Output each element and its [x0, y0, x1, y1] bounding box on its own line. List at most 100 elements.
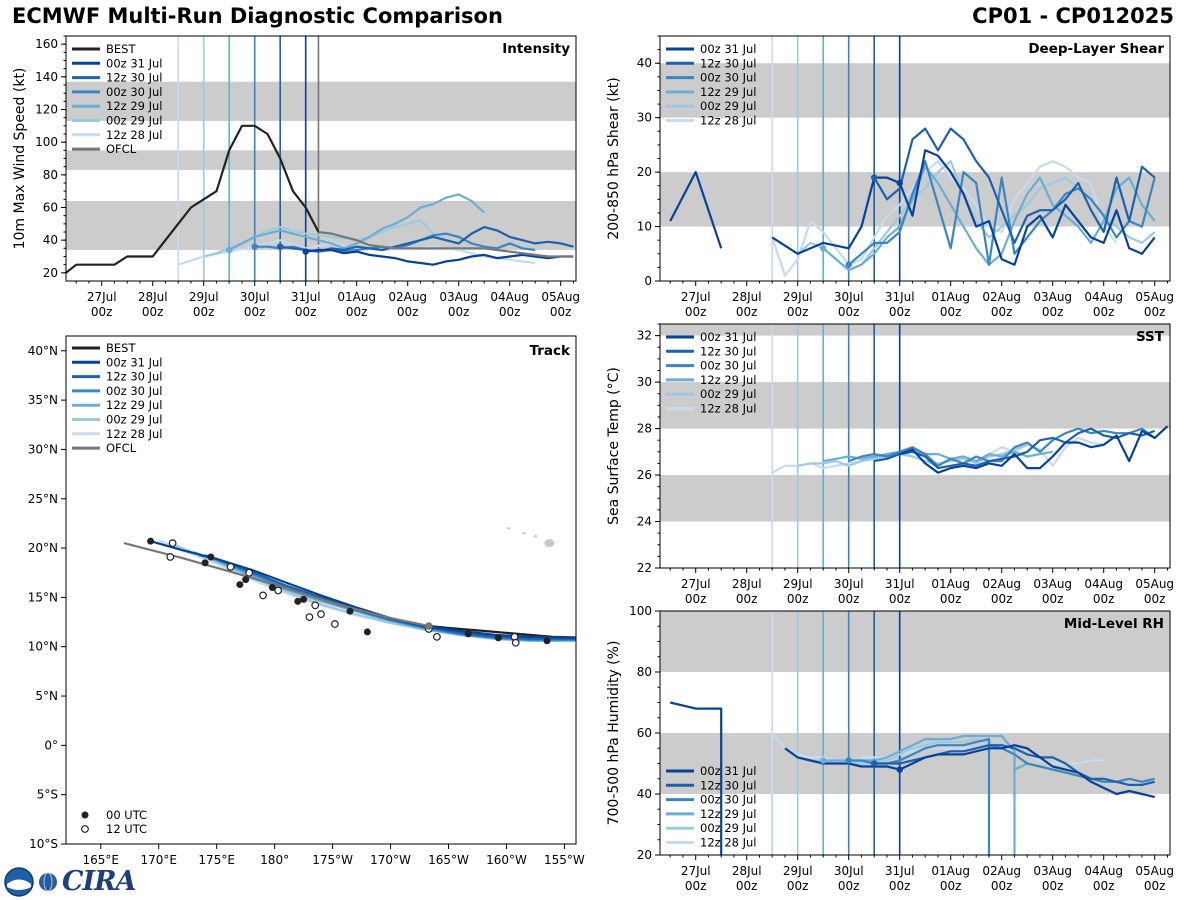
x-tick-label: 00z [1042, 592, 1064, 606]
y-tick-label: 10°S [29, 837, 58, 851]
init-marker [226, 246, 233, 254]
x-tick-label: 165°E [83, 853, 120, 867]
marker-ofcl [424, 622, 433, 630]
marker-12utc [433, 632, 441, 641]
shade-band [660, 611, 1170, 672]
marker-00utc [300, 595, 308, 603]
shade-band [66, 150, 576, 170]
y-axis-label: Sea Surface Temp (°C) [606, 367, 622, 525]
x-tick-label: 170°W [370, 853, 411, 867]
x-tick-label: 00z [1093, 305, 1115, 319]
legend-label: 12z 29 Jul [700, 807, 757, 821]
legend-label: 00z 31 Jul [106, 355, 163, 369]
y-axis-label: 10m Max Wind Speed (kt) [12, 68, 28, 250]
y-tick-label: 20 [637, 848, 652, 862]
x-tick-label: 175°E [198, 853, 235, 867]
legend-label: BEST [106, 42, 136, 56]
y-tick-label: 60 [43, 201, 58, 215]
series-line-00z-29-jul [797, 443, 1028, 467]
y-tick-label: 0° [44, 738, 58, 752]
series-line-00z-30-jul [847, 160, 1156, 266]
legend-label: 00z 30 Jul [700, 793, 757, 807]
series-line-ofcl [318, 230, 574, 258]
series-line-12z-29-jul [228, 193, 485, 251]
marker-00utc [363, 628, 371, 636]
x-tick-label: 00z [1144, 305, 1166, 319]
marker-00utc [201, 559, 209, 567]
init-marker [302, 248, 309, 255]
y-tick-label: 10°N [28, 640, 58, 654]
x-tick-label: 28Jul [138, 290, 168, 304]
init-marker [871, 760, 878, 767]
land-island [544, 539, 555, 548]
page-title: ECMWF Multi-Run Diagnostic Comparison [12, 4, 503, 28]
x-tick-label: 00z [142, 305, 164, 319]
x-tick-label: 04Aug [1084, 864, 1123, 878]
panel-sst: 22242628303227Jul00z28Jul00z29Jul00z30Ju… [606, 323, 1174, 606]
x-tick-label: 29Jul [783, 577, 813, 591]
x-tick-label: 00z [787, 592, 809, 606]
marker-12utc [226, 562, 235, 571]
init-marker [845, 757, 852, 764]
series-line-12z-30-jul [874, 427, 1156, 470]
x-tick-label: 31Jul [291, 290, 321, 304]
init-marker [251, 243, 258, 250]
x-tick-label: 165°W [428, 853, 469, 867]
plot-area [123, 527, 576, 647]
x-tick-label: 00z [991, 305, 1013, 319]
legend-label: 12z 30 Jul [700, 778, 757, 792]
x-tick-label: 00z [685, 592, 707, 606]
x-tick-label: 29Jul [783, 864, 813, 878]
x-tick-label: 00z [991, 592, 1013, 606]
x-tick-label: 05Aug [541, 290, 580, 304]
marker-12utc [166, 553, 175, 561]
x-tick-label: 04Aug [1084, 290, 1123, 304]
legend-label: 00z 29 Jul [700, 387, 757, 401]
legend-label: 00z 30 Jul [700, 71, 757, 85]
legend-label: 00z 29 Jul [106, 114, 163, 128]
shade-band [66, 200, 576, 250]
plot-frame [65, 335, 577, 845]
marker-12utc [274, 586, 283, 595]
track-line-00z-29-jul [169, 542, 576, 641]
y-tick-label: 25°N [28, 492, 58, 506]
y-tick-label: 60 [637, 726, 652, 740]
x-tick-label: 175°W [312, 853, 353, 867]
legend-label: 12z 28 Jul [106, 427, 163, 441]
x-tick-label: 28Jul [732, 290, 762, 304]
y-tick-label: 28 [637, 422, 652, 436]
x-tick-label: 00z [244, 305, 266, 319]
y-tick-label: 20 [637, 165, 652, 179]
x-tick-label: 03Aug [1033, 577, 1072, 591]
marker-12utc [331, 620, 339, 628]
plot-area [660, 324, 1170, 568]
y-tick-label: 40 [637, 56, 652, 70]
x-tick-label: 170°E [140, 853, 177, 867]
y-tick-label: 20°N [28, 541, 58, 555]
x-tick-label: 31Jul [885, 577, 915, 591]
x-tick-label: 180° [260, 853, 289, 867]
y-tick-label: 40°N [28, 344, 58, 358]
noaa-icon [4, 866, 34, 897]
marker-12utc [168, 539, 177, 548]
x-tick-label: 01Aug [931, 577, 970, 591]
panel-title: SST [1136, 329, 1165, 345]
globe-icon [39, 872, 57, 891]
marker-00utc [242, 576, 250, 584]
y-tick-label: 140 [35, 70, 58, 84]
x-tick-label: 00z [838, 305, 860, 319]
x-tick-label: 02Aug [982, 290, 1021, 304]
x-tick-label: 27Jul [681, 864, 711, 878]
x-tick-label: 155°W [544, 853, 585, 867]
logo-text: CIRA [62, 866, 137, 897]
x-tick-label: 00z [736, 879, 758, 893]
shade-band [660, 324, 1170, 336]
marker-legend-00utc [81, 811, 89, 819]
x-tick-label: 00z [991, 879, 1013, 893]
init-marker [820, 245, 827, 252]
y-axis-label: 700-500 hPa Humidity (%) [606, 641, 622, 826]
marker-00utc [147, 537, 155, 545]
track-line-12z-28-jul [158, 539, 576, 640]
x-tick-label: 28Jul [732, 864, 762, 878]
land-island [522, 532, 526, 535]
